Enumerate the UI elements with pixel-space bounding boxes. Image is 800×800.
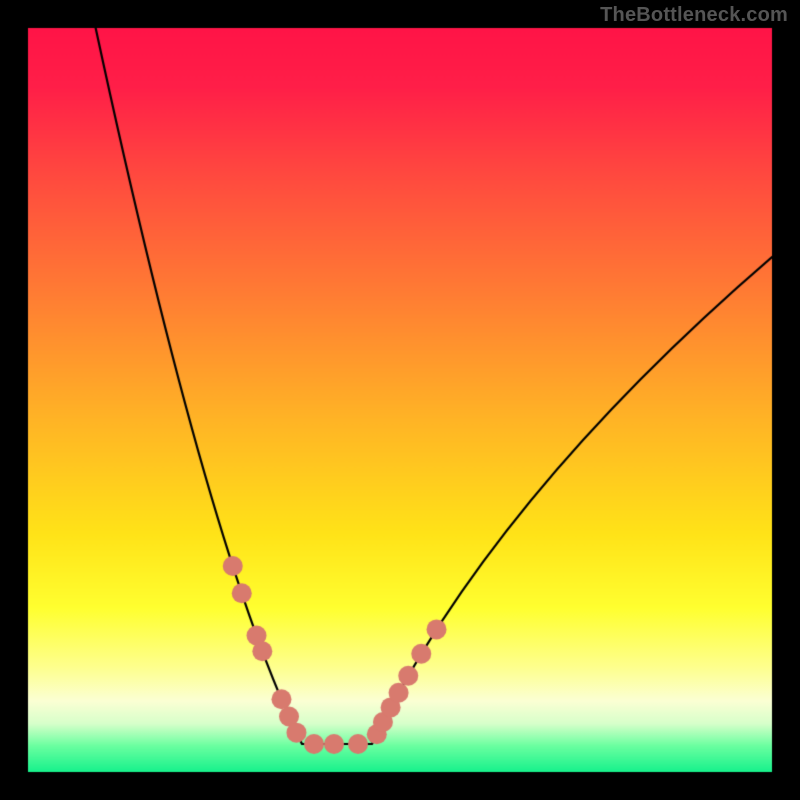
bottleneck-chart (0, 0, 800, 800)
watermark-text: TheBottleneck.com (600, 4, 788, 27)
